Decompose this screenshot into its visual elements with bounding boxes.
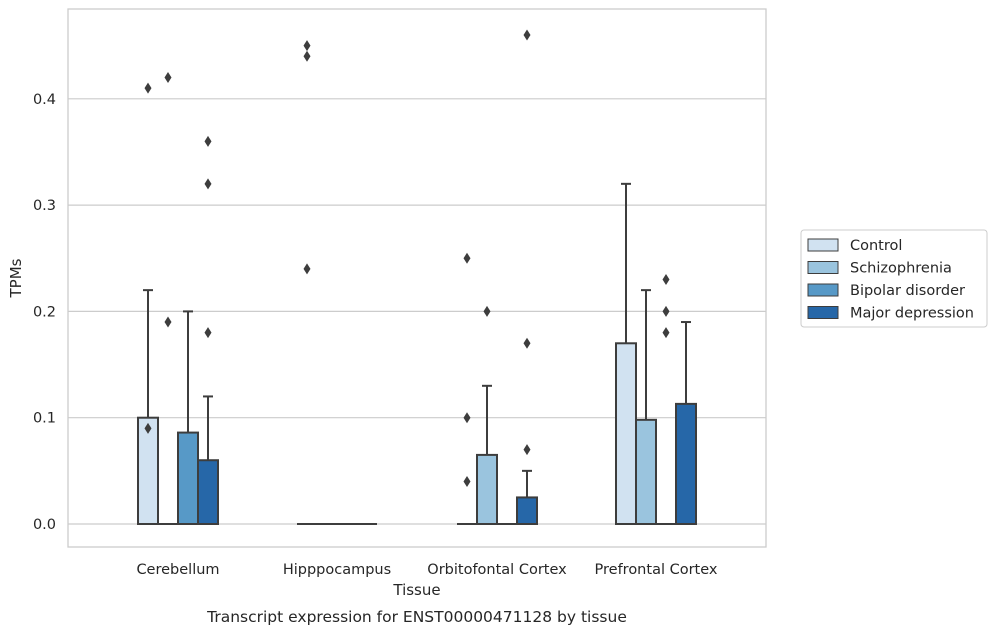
legend-label: Control bbox=[850, 238, 902, 254]
box-body bbox=[615, 342, 637, 526]
box-body bbox=[675, 402, 697, 526]
plot-frame bbox=[67, 8, 767, 548]
outlier-point bbox=[523, 337, 531, 349]
outlier-point bbox=[204, 178, 212, 190]
x-tick-label: Cerebellum bbox=[136, 562, 219, 578]
legend-label: Major depression bbox=[850, 306, 974, 322]
legend: Control Schizophrenia Bipolar disorder Majo… bbox=[800, 229, 988, 328]
outlier-point bbox=[204, 327, 212, 339]
outlier-point bbox=[463, 475, 471, 487]
x-tick-label: Prefrontal Cortex bbox=[595, 562, 718, 578]
gridlines bbox=[68, 98, 766, 525]
legend-swatch bbox=[807, 283, 839, 297]
box-3-3 bbox=[675, 321, 697, 526]
box-0-0 bbox=[137, 82, 159, 526]
box-body bbox=[635, 418, 657, 525]
box-body bbox=[177, 431, 199, 525]
x-axis-label: Tissue bbox=[392, 581, 440, 599]
box-2-0 bbox=[457, 252, 477, 525]
outlier-point bbox=[164, 72, 172, 84]
box-1-0 bbox=[297, 40, 317, 525]
box-0-3 bbox=[197, 135, 219, 525]
box-series bbox=[137, 29, 697, 526]
box-0-1 bbox=[158, 72, 178, 525]
outlier-point bbox=[483, 305, 491, 317]
x-axis-ticks: Cerebellum Hipppocampus Orbitofontal Corte… bbox=[136, 562, 717, 578]
chart-title: Transcript expression for ENST0000047112… bbox=[206, 608, 627, 626]
legend-frame bbox=[800, 229, 988, 328]
box-body bbox=[197, 459, 219, 525]
outlier-point bbox=[523, 444, 531, 456]
outlier-point bbox=[662, 274, 670, 286]
outlier-point bbox=[662, 305, 670, 317]
y-axis-ticks: 0.0 0.1 0.2 0.3 0.4 bbox=[33, 92, 56, 533]
box-3-1 bbox=[635, 289, 657, 525]
box-2-3 bbox=[516, 29, 538, 525]
outlier-point bbox=[463, 412, 471, 424]
y-tick-label: 0.0 bbox=[33, 517, 56, 533]
y-tick-label: 0.1 bbox=[33, 411, 56, 427]
y-axis-label: TPMs bbox=[7, 258, 25, 298]
box-3-2 bbox=[656, 274, 676, 525]
legend-label: Bipolar disorder bbox=[850, 283, 965, 299]
legend-swatch bbox=[807, 306, 839, 319]
box-body bbox=[516, 496, 538, 525]
outlier-point bbox=[662, 327, 670, 339]
y-tick-label: 0.3 bbox=[33, 198, 56, 214]
y-tick-label: 0.4 bbox=[33, 92, 56, 108]
legend-swatch bbox=[807, 238, 839, 252]
x-tick-label: Orbitofontal Cortex bbox=[427, 562, 567, 578]
box-body bbox=[476, 453, 498, 525]
outlier-point bbox=[144, 82, 152, 94]
legend-swatch bbox=[807, 261, 839, 274]
outlier-point bbox=[303, 50, 311, 62]
outlier-point bbox=[144, 422, 152, 434]
outlier-point bbox=[523, 29, 531, 41]
outlier-point bbox=[303, 40, 311, 52]
box-0-2 bbox=[177, 310, 199, 525]
x-tick-label: Hipppocampus bbox=[283, 562, 391, 578]
box-2-1 bbox=[476, 305, 498, 525]
y-tick-label: 0.2 bbox=[33, 304, 56, 320]
outlier-point bbox=[204, 135, 212, 147]
legend-label: Schizophrenia bbox=[850, 261, 952, 277]
outlier-point bbox=[164, 316, 172, 328]
box-3-0 bbox=[615, 182, 637, 526]
outlier-point bbox=[303, 263, 311, 275]
outlier-point bbox=[463, 252, 471, 264]
